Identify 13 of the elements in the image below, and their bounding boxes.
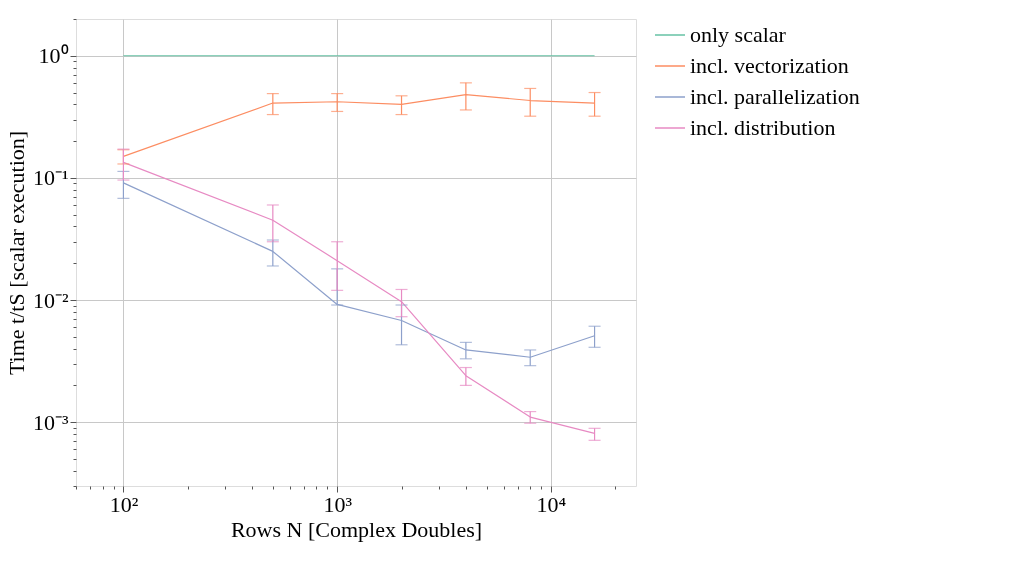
y-tick-label: 10⁻²	[32, 287, 69, 313]
legend-label: incl. distribution	[690, 115, 836, 140]
legend-label: incl. parallelization	[690, 84, 860, 109]
y-tick-label: 10⁰	[38, 43, 69, 69]
y-axis-title: Time t/tS [scalar execution]	[3, 130, 29, 376]
y-tick-label: 10⁻¹	[32, 165, 69, 191]
x-tick-label: 10⁴	[536, 491, 567, 517]
x-axis-title: Rows N [Complex Doubles]	[230, 516, 483, 542]
x-tick-label: 10³	[323, 491, 353, 517]
legend-label: incl. vectorization	[690, 53, 849, 78]
y-tick-label: 10⁻³	[32, 409, 69, 435]
legend-label: only scalar	[690, 22, 787, 47]
x-tick-label: 10²	[109, 491, 139, 517]
